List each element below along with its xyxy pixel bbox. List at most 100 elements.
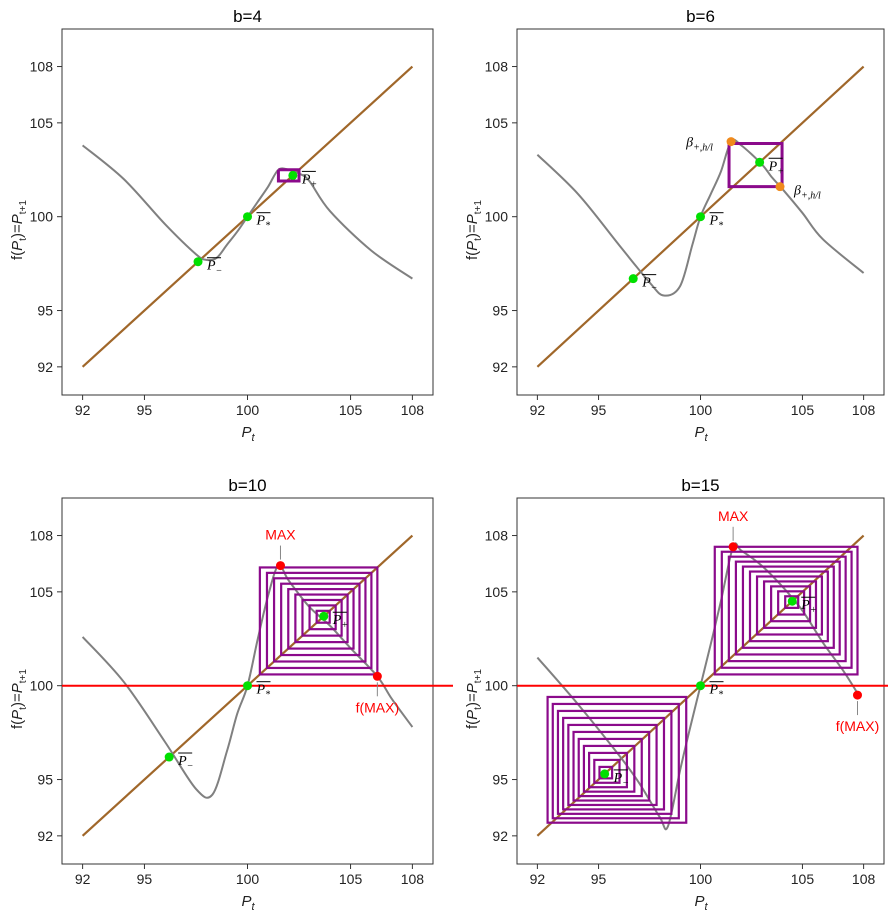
map-curve xyxy=(536,542,859,831)
max-point-marker xyxy=(275,561,285,571)
x-tick-label: 105 xyxy=(791,402,815,418)
fmax-point-label: f(MAX) xyxy=(836,718,880,734)
y-axis-label: f(Pt)=Pt+1 xyxy=(9,200,29,260)
fixed-point-label: P− xyxy=(613,771,629,789)
cobweb-ring xyxy=(713,545,859,676)
beta-point-marker xyxy=(775,182,785,192)
x-tick-label: 92 xyxy=(75,402,91,418)
x-tick-label: 100 xyxy=(236,871,260,887)
fixed-point-label: P* xyxy=(256,683,271,701)
plot-frame xyxy=(61,28,434,396)
cobweb-ring xyxy=(272,577,367,663)
chart-title: b=10 xyxy=(228,476,266,495)
cobweb-ring xyxy=(315,609,331,624)
fixed-point-label: P* xyxy=(709,683,724,701)
chart-title: b=6 xyxy=(686,7,715,26)
x-tick-label: 92 xyxy=(530,871,546,887)
y-tick-label: 100 xyxy=(485,678,509,694)
cobweb-ring xyxy=(777,590,806,616)
max-point-marker xyxy=(852,690,862,700)
y-tick-label: 92 xyxy=(492,828,508,844)
chart-title: b=4 xyxy=(233,7,262,26)
x-tick-label: 100 xyxy=(689,402,713,418)
cobweb-ring xyxy=(556,709,673,815)
x-tick-label: 108 xyxy=(852,402,876,418)
fixed-point-marker xyxy=(600,769,610,779)
chart-title: b=15 xyxy=(681,476,719,495)
y-tick-label: 108 xyxy=(30,59,54,75)
x-tick-label: 108 xyxy=(852,871,876,887)
cobweb-ring xyxy=(741,565,835,649)
beta-point-marker xyxy=(726,137,736,147)
cobweb-ring xyxy=(755,575,824,636)
y-tick-label: 95 xyxy=(37,303,53,319)
fixed-point-marker xyxy=(164,752,174,762)
cobweb-ring xyxy=(577,737,643,798)
fixed-point-label: P− xyxy=(641,276,657,294)
y-tick-label: 105 xyxy=(30,115,54,131)
fixed-point-label: P− xyxy=(177,754,193,772)
cobweb-ring xyxy=(546,695,688,824)
x-tick-label: 100 xyxy=(236,402,260,418)
fixed-point-marker xyxy=(696,212,705,222)
y-tick-label: 92 xyxy=(37,359,53,375)
y-axis-label: f(Pt)=Pt+1 xyxy=(9,669,29,729)
fixed-point-label: P+ xyxy=(332,613,348,631)
x-tick-label: 105 xyxy=(339,871,363,887)
y-tick-label: 100 xyxy=(485,209,509,225)
fixed-point-marker xyxy=(243,212,252,222)
chart-panel-b4: b=4 92 95 100 105 108 92 95 100 105 108 Pt f(Pt)=Pt+… xyxy=(9,7,434,444)
cobweb-ring xyxy=(258,566,379,676)
max-point-label: MAX xyxy=(265,527,296,543)
y-tick-label: 105 xyxy=(485,584,509,600)
fixed-point-label: P+ xyxy=(301,172,317,190)
map-curve xyxy=(81,564,414,799)
x-tick-label: 95 xyxy=(591,402,607,418)
x-tick-label: 95 xyxy=(137,871,153,887)
plot-frame xyxy=(516,28,885,396)
fixed-point-label: P* xyxy=(256,214,271,232)
cobweb-ring xyxy=(770,585,812,623)
cobweb-ring xyxy=(727,555,847,663)
beta-point-label: β+,h/l xyxy=(685,136,713,154)
y-tick-label: 108 xyxy=(30,528,54,544)
cobweb-ring xyxy=(572,730,651,802)
y-tick-label: 105 xyxy=(30,584,54,600)
y-tick-label: 100 xyxy=(30,678,54,694)
x-axis-label: Pt xyxy=(242,424,256,444)
cobweb-ring xyxy=(562,716,666,811)
x-tick-label: 92 xyxy=(75,871,91,887)
y-tick-label: 100 xyxy=(30,209,54,225)
fixed-point-marker xyxy=(696,681,705,691)
fmax-point-label: f(MAX) xyxy=(356,699,400,715)
max-point-label: MAX xyxy=(718,508,749,524)
chart-panel-b10: b=10 92 95 100 105 108 92 95 100 105 108 Pt f(Pt)=Pt… xyxy=(9,476,453,913)
cobweb-ring xyxy=(784,595,800,609)
y-tick-label: 95 xyxy=(492,303,508,319)
fixed-point-label: P+ xyxy=(768,159,784,177)
fixed-point-label: P− xyxy=(206,259,222,277)
chart-panel-b15: b=15 92 95 100 105 108 92 95 100 105 108 Pt f(Pt)=Pt… xyxy=(464,476,888,913)
x-tick-label: 100 xyxy=(689,871,713,887)
cobweb-ring xyxy=(593,758,621,784)
x-tick-label: 105 xyxy=(791,871,815,887)
plot-frame xyxy=(516,497,885,865)
y-tick-label: 92 xyxy=(37,828,53,844)
y-tick-label: 95 xyxy=(37,772,53,788)
plot-frame xyxy=(61,497,434,865)
x-axis-label: Pt xyxy=(695,424,709,444)
cobweb-ring xyxy=(301,598,343,637)
cobweb-ring xyxy=(294,593,349,644)
fixed-point-marker xyxy=(628,274,638,284)
y-axis-label: f(Pt)=Pt+1 xyxy=(464,200,484,260)
y-tick-label: 95 xyxy=(492,772,508,788)
x-tick-label: 108 xyxy=(401,871,425,887)
x-tick-label: 105 xyxy=(339,402,363,418)
cobweb-ring xyxy=(280,582,361,657)
max-point-marker xyxy=(372,671,382,681)
chart-panel-b6: b=6 92 95 100 105 108 92 95 100 105 108 Pt f(Pt)=Pt+… xyxy=(464,7,885,444)
y-tick-label: 108 xyxy=(485,528,509,544)
map-curve xyxy=(81,144,413,280)
fixed-point-marker xyxy=(288,170,298,180)
